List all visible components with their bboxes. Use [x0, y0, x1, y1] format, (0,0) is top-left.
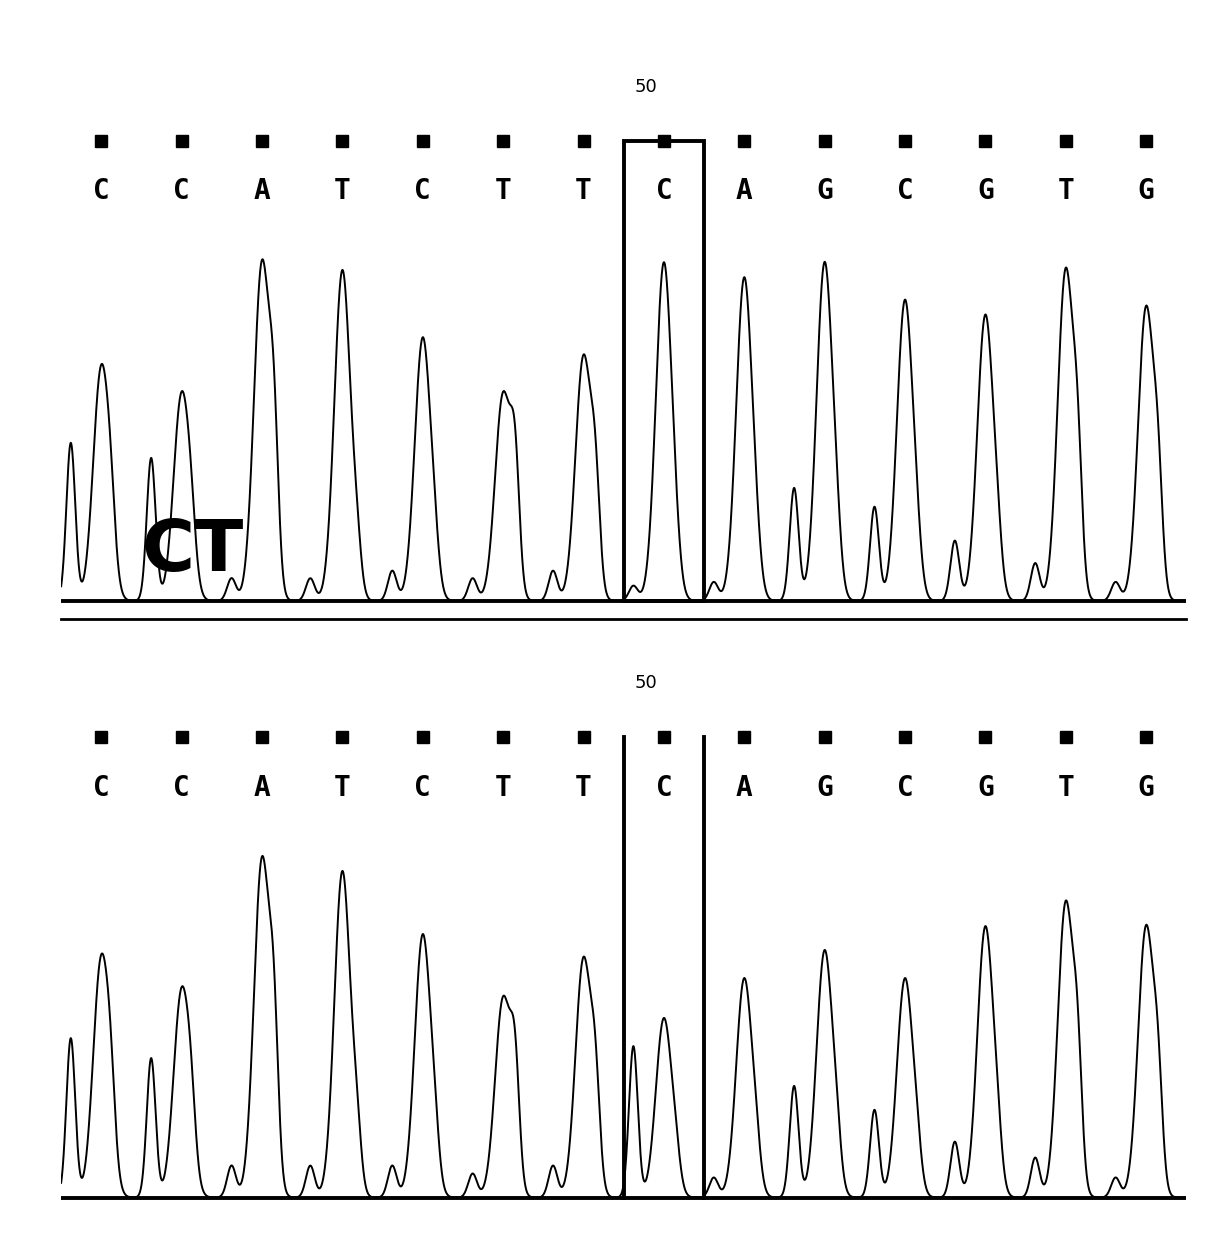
- Text: A: A: [253, 177, 270, 205]
- Text: C: C: [93, 773, 110, 802]
- Text: A: A: [736, 177, 752, 205]
- Text: C: C: [896, 773, 914, 802]
- Text: G: G: [1137, 177, 1155, 205]
- Text: C: C: [174, 773, 190, 802]
- Text: C: C: [656, 177, 673, 205]
- Text: G: G: [816, 773, 833, 802]
- Text: C: C: [415, 773, 432, 802]
- Text: T: T: [575, 177, 592, 205]
- Text: G: G: [1137, 773, 1155, 802]
- Text: T: T: [495, 773, 511, 802]
- Text: T: T: [1058, 177, 1074, 205]
- Text: T: T: [334, 177, 351, 205]
- Text: A: A: [253, 773, 270, 802]
- Text: T: T: [334, 773, 351, 802]
- Text: T: T: [575, 773, 592, 802]
- Text: C: C: [174, 177, 190, 205]
- Text: CT: CT: [142, 517, 243, 587]
- Text: T: T: [1058, 773, 1074, 802]
- Text: C: C: [896, 177, 914, 205]
- Text: G: G: [816, 177, 833, 205]
- Text: C: C: [656, 773, 673, 802]
- Text: T: T: [495, 177, 511, 205]
- Text: C: C: [93, 177, 110, 205]
- Text: 50: 50: [635, 77, 658, 96]
- Text: G: G: [977, 773, 994, 802]
- Text: G: G: [977, 177, 994, 205]
- Text: C: C: [415, 177, 432, 205]
- Text: A: A: [736, 773, 752, 802]
- Text: 50: 50: [635, 674, 658, 692]
